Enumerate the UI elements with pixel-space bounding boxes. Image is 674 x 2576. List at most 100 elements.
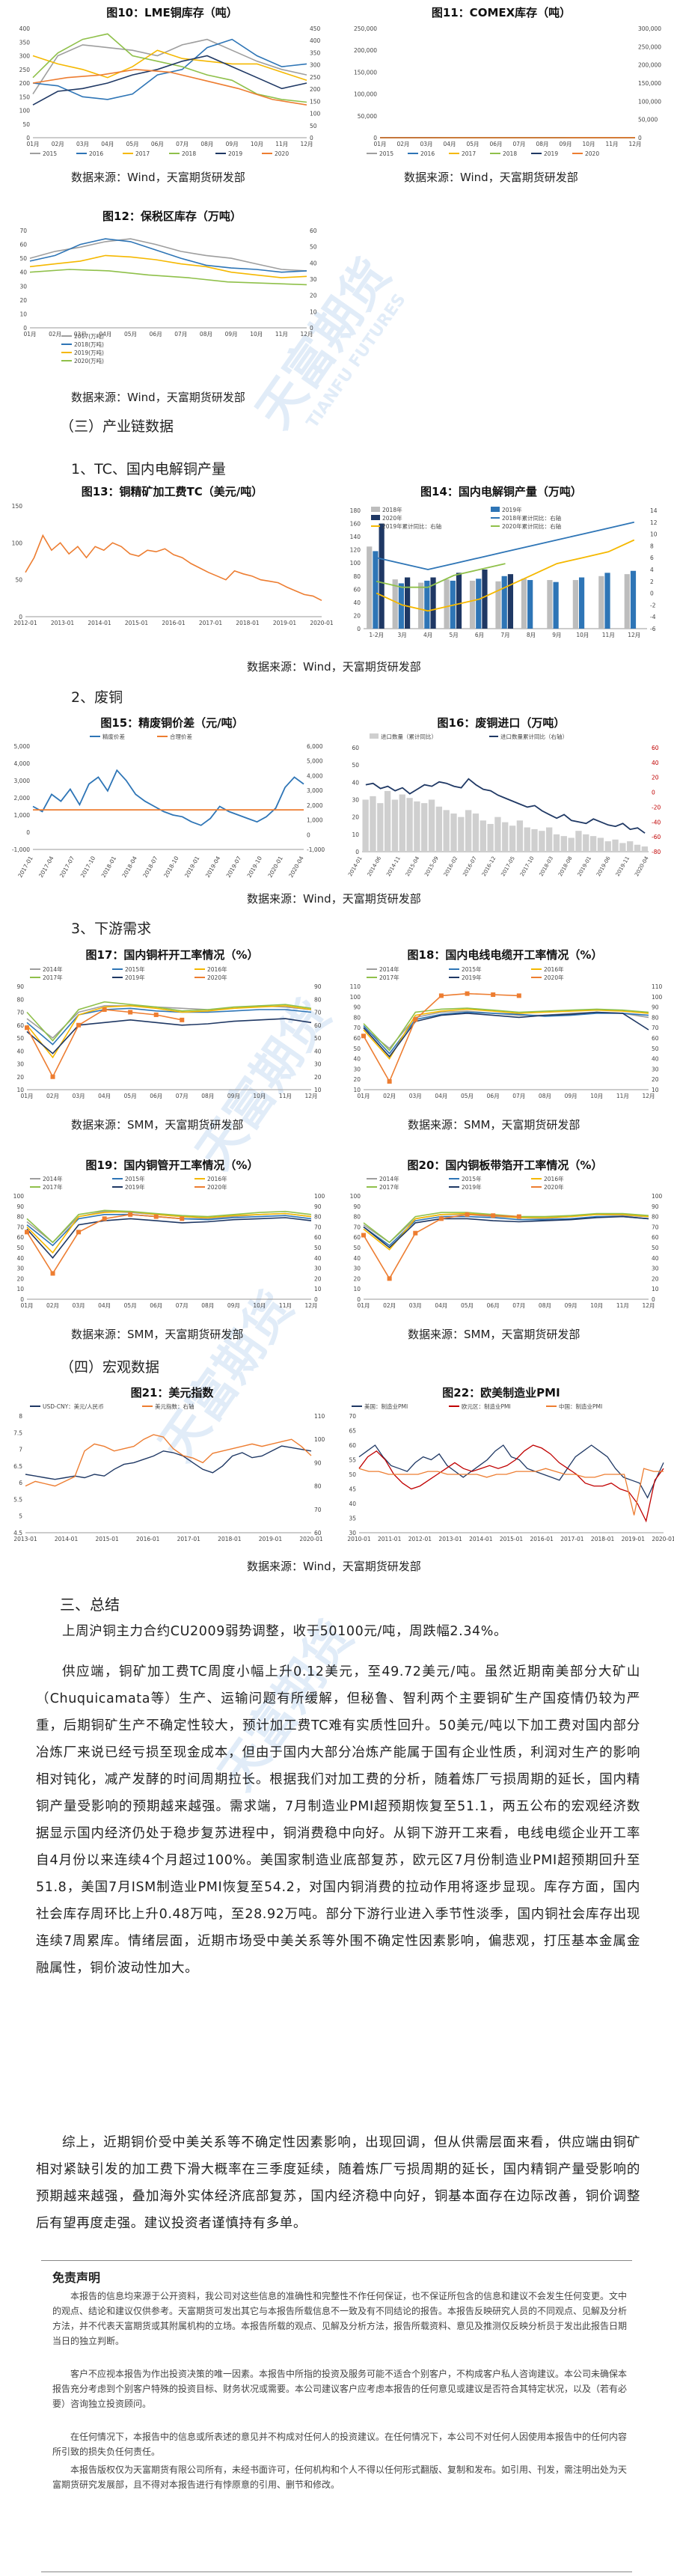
f12-series-line: [29, 269, 307, 286]
f17-series-line: [26, 1018, 312, 1054]
f16-xtick: 2014-11: [385, 855, 402, 877]
f19-legend-label: 2019年: [125, 1183, 145, 1191]
chart-comex-inventory: 0 50,000 100,000 150,000 200,000 250,000 0 50,0…: [337, 22, 674, 165]
f20-marker: [387, 1276, 392, 1281]
f15-ytick-right: 0: [307, 831, 310, 838]
f12-ytick-left: 50: [19, 255, 27, 262]
chart-tc: 0 50 100 150 2012-01 2013-01 2014-01 2015-01 201…: [0, 500, 337, 642]
f19-xtick: 11月: [279, 1302, 292, 1309]
f20-legend-label: 2020年: [544, 1183, 564, 1191]
f19-marker: [25, 1230, 29, 1235]
f13-xtick: 2019-01: [273, 620, 297, 626]
f13-ytick-left: 150: [12, 503, 23, 510]
f19-xtick: 07月: [176, 1302, 189, 1309]
f19-ytick-right: 30: [314, 1266, 322, 1272]
f19-ytick-left: 40: [16, 1255, 24, 1262]
f20-ytick-right: 50: [652, 1245, 659, 1251]
f14-xtick: 12月: [628, 632, 640, 638]
f19-marker: [128, 1212, 133, 1217]
f21-svg: 4.5 5 5.5 6 6.5 7 7.5 8 60 70 80 90 100 110 2013-01 201…: [13, 1403, 325, 1542]
f12-ytick-left: 20: [19, 297, 27, 304]
f11-xtick: 12月: [628, 141, 641, 147]
f18-series-line: [363, 1011, 649, 1058]
f19-svg: 0 10 20 30 40 50 60 70 80 90 100 0 10 20 30 40 50 60 70 80 9…: [13, 1175, 325, 1309]
fig19-title: 图19：国内铜管开工率情况（%）: [85, 1159, 259, 1172]
f16-bar: [458, 817, 465, 852]
f10-ytick-left: 50: [22, 121, 30, 128]
f10-ytick-right: 50: [310, 123, 317, 129]
f10-xtick: 09月: [226, 141, 239, 147]
summary-p1: 上周沪铜主力合约CU2009弱势调整，收于50100元/吨，周跌幅2.34%。: [62, 1624, 508, 1639]
f12-xtick: 02月: [49, 331, 61, 338]
f20-xtick: 03月: [409, 1302, 422, 1309]
section-scrap: 2、废铜: [71, 689, 123, 706]
f16-bar: [377, 803, 384, 852]
f12-ytick-left: 10: [19, 311, 27, 317]
f20-ytick-left: 50: [353, 1245, 361, 1251]
f19-series-line: [26, 1210, 312, 1254]
f14-legend-label: 2020年: [382, 514, 402, 522]
f14-bar: [527, 580, 533, 629]
f15-ytick-right: 2,000: [307, 802, 323, 809]
f14-ytick-right: 4: [650, 567, 654, 573]
f15-ytick-right: 5,000: [307, 758, 323, 765]
f20-ytick-left: 10: [353, 1286, 361, 1292]
fig11-title: 图11：COMEX库存（吨）: [431, 6, 572, 19]
f22-xtick: 2016-01: [530, 1536, 554, 1542]
f20-series-line: [363, 1215, 649, 1249]
f10-ytick-left: 150: [19, 94, 31, 100]
f21-ytick-left: 4.5: [13, 1530, 22, 1536]
f10-legend-label: 2017: [135, 150, 150, 157]
f13-xtick: 2014-01: [88, 620, 111, 626]
f10-legend-label: 2020: [275, 150, 289, 157]
f10-ytick-right: 400: [310, 37, 321, 44]
f22-svg: 30 35 40 45 50 55 60 65 70 2010-01 2011-01 2012-01 2…: [347, 1403, 674, 1542]
f11-ytick-right: 300,000: [638, 25, 661, 32]
f14-ytick-right: 0: [650, 590, 654, 597]
f12-ytick-left: 40: [19, 269, 27, 276]
f17-xtick: 07月: [176, 1093, 189, 1099]
f16-xtick: 2020-04: [634, 855, 650, 878]
f11-legend-label: 2018: [503, 150, 517, 157]
f11-legend-label: 2019: [544, 150, 558, 157]
f17-marker: [102, 1007, 107, 1013]
f15-xtick: 2018-04: [120, 855, 138, 879]
f11-xtick: 08月: [536, 141, 548, 147]
f16-xtick: 2014-01: [347, 855, 364, 877]
f14-ytick-right: 14: [650, 507, 658, 514]
f18-xtick: 11月: [616, 1093, 629, 1099]
f16-ytick-left: 30: [352, 797, 359, 804]
f10-xtick: 05月: [126, 141, 139, 147]
f16-bar: [539, 831, 545, 852]
f20-ytick-right: 80: [652, 1214, 659, 1221]
f11-xtick: 09月: [559, 141, 572, 147]
f17-ytick-left: 90: [16, 983, 24, 990]
f21-ytick-right: 60: [314, 1530, 322, 1536]
f17-xtick: 10月: [253, 1093, 266, 1099]
f14-bar: [604, 573, 610, 629]
f16-xtick: 2015-09: [423, 855, 440, 877]
f14-bar: [444, 579, 450, 629]
fig19-source: 数据来源：SMM，天富期货研发部: [71, 1328, 244, 1341]
f14-bar: [456, 573, 462, 629]
f18-xtick: 02月: [383, 1093, 396, 1099]
f10-ytick-left: 300: [19, 53, 31, 60]
f11-ytick-left: 100,000: [354, 91, 377, 98]
f11-ytick-right: 100,000: [638, 98, 661, 105]
f17-marker: [25, 1025, 29, 1031]
f19-ytick-left: 100: [13, 1193, 25, 1200]
f15-xtick: 2017-10: [79, 855, 97, 879]
f12-ytick-right: 40: [310, 260, 317, 266]
f14-bar: [379, 523, 385, 629]
f13-ytick-left: 50: [15, 577, 22, 584]
disclaimer-p3: 在任何情况下，本报告中的信息或所表述的意见并不构成对任何人的投资建议。在任何情况…: [52, 2432, 628, 2457]
f18-ytick-left: 110: [350, 983, 361, 990]
f22-ytick-left: 35: [349, 1516, 356, 1522]
f17-marker: [128, 1010, 133, 1015]
f20-ytick-right: 0: [652, 1296, 655, 1303]
f20-xtick: 12月: [642, 1302, 655, 1309]
f11-xtick: 01月: [373, 141, 386, 147]
f18-ytick-left: 80: [353, 1014, 361, 1021]
f20-ytick-left: 30: [353, 1266, 361, 1272]
f17-ytick-left: 70: [16, 1010, 24, 1016]
